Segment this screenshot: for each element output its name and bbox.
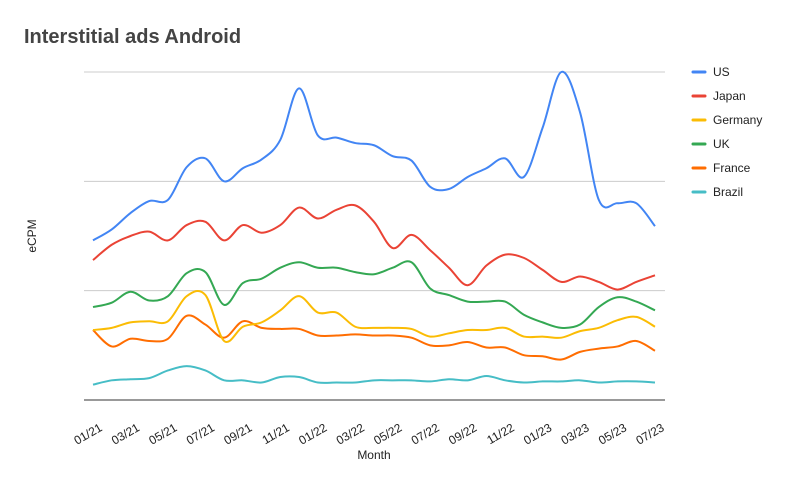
x-tick-label: 07/23 <box>633 420 666 447</box>
series-line-germany <box>92 289 656 343</box>
x-tick-label: 05/22 <box>371 420 404 447</box>
x-tick-labels: 01/21 03/21 05/21 07/21 09/21 11/21 01/22 03/22… <box>71 420 666 447</box>
x-tick-label: 05/23 <box>596 420 629 447</box>
legend-label: Japan <box>713 89 746 103</box>
legend-item-us[interactable]: US <box>691 65 730 79</box>
y-axis-title: eCPM <box>25 219 39 252</box>
legend-label: Brazil <box>713 185 743 199</box>
legend-item-germany[interactable]: Germany <box>691 113 762 127</box>
legend-item-brazil[interactable]: Brazil <box>691 185 743 199</box>
x-tick-label: 11/21 <box>260 420 293 447</box>
gridlines <box>84 71 665 401</box>
series-line-japan <box>92 203 656 291</box>
x-tick-label: 03/23 <box>559 420 592 447</box>
series-line-uk <box>92 260 656 329</box>
legend-label: France <box>713 161 751 175</box>
x-tick-label: 05/21 <box>146 420 179 447</box>
x-tick-label: 09/21 <box>221 420 254 447</box>
x-tick-label: 07/22 <box>409 420 442 447</box>
x-tick-label: 03/21 <box>109 420 142 447</box>
legend: US Japan Germany UK France Brazil <box>691 65 762 199</box>
x-tick-label: 01/21 <box>71 420 104 447</box>
series-line-us <box>92 70 656 242</box>
x-tick-label: 01/23 <box>521 420 554 447</box>
legend-item-france[interactable]: France <box>691 161 751 175</box>
series-line-france <box>92 314 656 361</box>
legend-label: Germany <box>713 113 762 127</box>
legend-label: US <box>713 65 730 79</box>
series-lines <box>92 70 656 386</box>
x-tick-label: 09/22 <box>446 420 479 447</box>
x-tick-label: 03/22 <box>334 420 367 447</box>
legend-label: UK <box>713 137 730 151</box>
legend-item-japan[interactable]: Japan <box>691 89 746 103</box>
x-tick-label: 01/22 <box>296 420 329 447</box>
series-line-brazil <box>92 365 656 386</box>
x-tick-label: 07/21 <box>184 420 217 447</box>
chart-title: Interstitial ads Android <box>24 26 241 48</box>
x-tick-label: 11/22 <box>484 420 517 447</box>
legend-item-uk[interactable]: UK <box>691 137 730 151</box>
x-axis-title: Month <box>357 448 390 462</box>
